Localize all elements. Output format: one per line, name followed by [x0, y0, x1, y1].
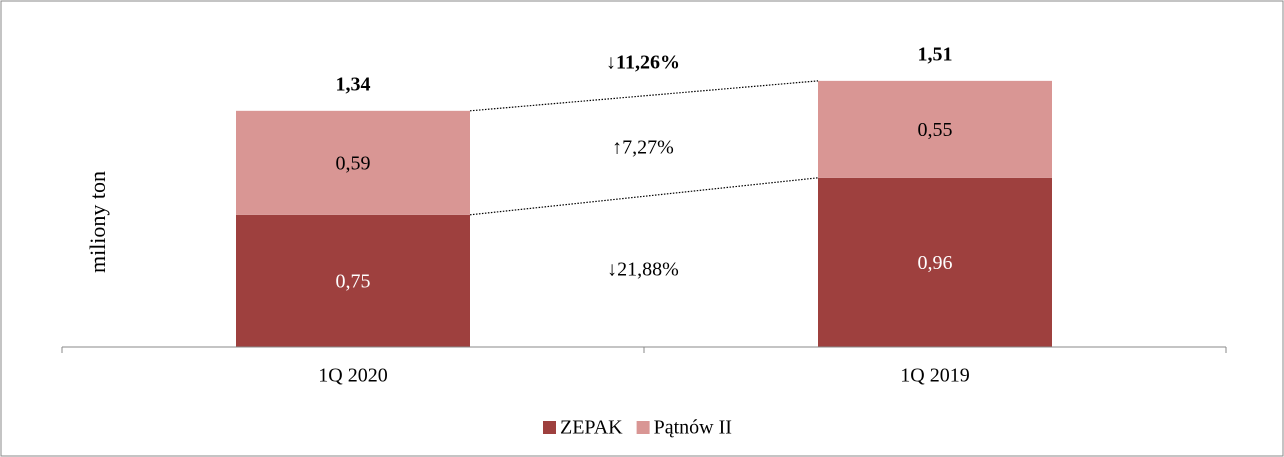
legend-swatch [636, 421, 650, 434]
bar-segment [236, 214, 470, 347]
value-label: 0,55 [918, 119, 953, 141]
annotation: ↑7,27% [612, 137, 674, 159]
bar-segment [818, 177, 1052, 347]
connector-line [469, 177, 819, 216]
total-label: 1,51 [918, 43, 953, 65]
y-axis-label: miliony ton [85, 171, 110, 273]
value-label: 0,96 [918, 252, 953, 274]
x-tick-label: 1Q 2019 [900, 365, 969, 387]
legend-label: ZEPAK [560, 417, 623, 439]
annotation: ↓21,88% [607, 259, 679, 281]
bar-segment [818, 80, 1052, 178]
legend-label: Pątnów II [654, 417, 732, 439]
value-label: 0,75 [336, 271, 371, 293]
bar-segment [236, 110, 470, 215]
annotation: ↓11,26% [606, 52, 680, 74]
x-tick-label: 1Q 2020 [318, 365, 387, 387]
legend-swatch [543, 421, 556, 434]
connector-line [469, 80, 819, 112]
value-label: 0,59 [336, 152, 371, 174]
total-label: 1,34 [336, 73, 371, 95]
